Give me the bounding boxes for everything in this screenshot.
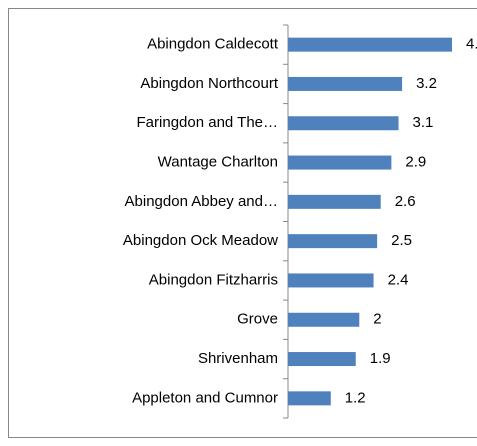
y-tick-label: Grove <box>237 311 278 328</box>
bar <box>288 194 381 209</box>
bar <box>288 312 360 327</box>
value-label: 2.6 <box>395 193 416 210</box>
y-tick-label: Shrivenham <box>198 350 278 367</box>
y-tick-label: Faringdon and The… <box>137 114 278 131</box>
value-label: 2.9 <box>405 154 426 171</box>
chart-border <box>8 8 477 438</box>
value-label: 2.4 <box>388 271 409 288</box>
value-label: 2 <box>373 311 381 328</box>
y-tick-label: Abingdon Caldecott <box>147 36 279 53</box>
y-tick-label: Abingdon Northcourt <box>140 75 278 92</box>
bar <box>288 234 378 249</box>
value-label: 3.1 <box>413 114 434 131</box>
value-label: 1.9 <box>370 350 391 367</box>
value-label: 1.2 <box>345 389 366 406</box>
bar <box>288 37 452 52</box>
y-tick-label: Abingdon Ock Meadow <box>123 232 278 249</box>
value-label: 3.2 <box>416 75 437 92</box>
y-tick-label: Abingdon Fitzharris <box>149 271 278 288</box>
bar <box>288 273 374 288</box>
bar <box>288 116 399 131</box>
value-label: 2.5 <box>391 232 412 249</box>
y-tick-label: Abingdon Abbey and… <box>125 193 278 210</box>
bar <box>288 155 392 170</box>
bar <box>288 391 331 406</box>
bar <box>288 352 356 367</box>
y-tick-label: Wantage Charlton <box>158 154 278 171</box>
bar <box>288 76 403 91</box>
value-label: 4.6 <box>466 36 477 53</box>
y-tick-label: Appleton and Cumnor <box>132 389 278 406</box>
